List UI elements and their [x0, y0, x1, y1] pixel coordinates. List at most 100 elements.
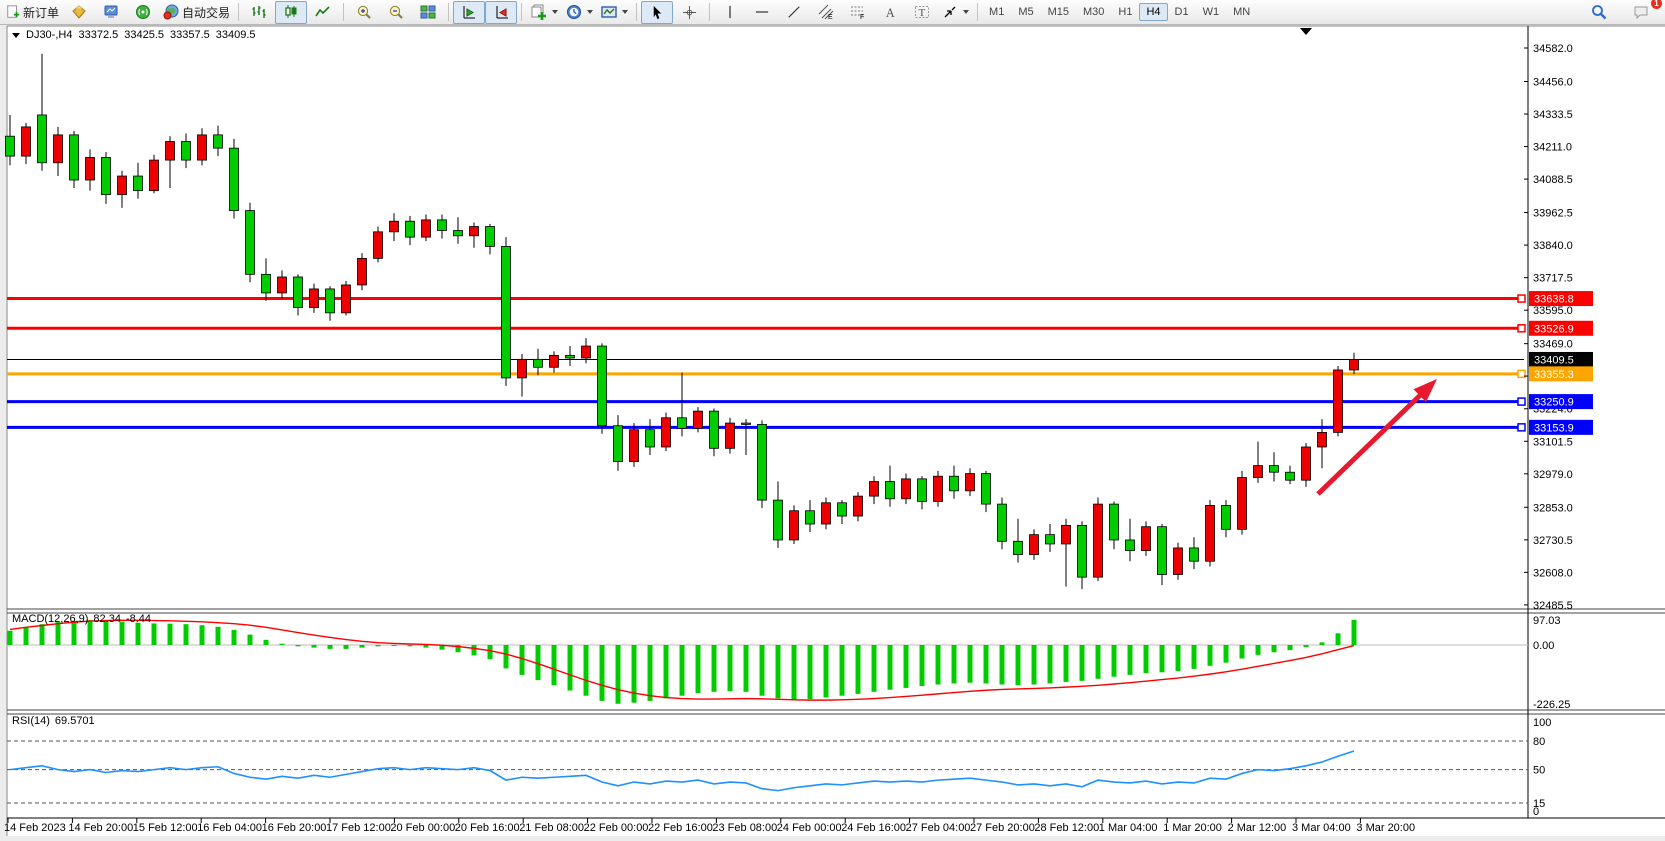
zoom-out-icon [389, 5, 403, 19]
svg-text:34456.0: 34456.0 [1533, 76, 1573, 88]
chevron-down-icon [963, 10, 970, 14]
text-label-button[interactable]: T [906, 1, 938, 24]
timeframe-button-M30[interactable]: M30 [1083, 6, 1105, 18]
svg-text:100: 100 [1533, 717, 1551, 729]
svg-text:15: 15 [1533, 798, 1545, 810]
svg-text:33101.5: 33101.5 [1533, 436, 1573, 448]
macd-main-value: 82.34 [93, 613, 121, 625]
macd-name: MACD(12,26,9) [12, 613, 89, 625]
market-watch-button[interactable] [95, 1, 127, 24]
svg-text:33595.0: 33595.0 [1533, 305, 1573, 317]
auto-scroll-button[interactable] [453, 0, 486, 24]
zoom-group [348, 0, 444, 25]
svg-text:14 Feb 20:00: 14 Feb 20:00 [68, 822, 133, 834]
auto-scroll-icon [463, 6, 476, 19]
toolbar-right-group: 1 [1583, 0, 1662, 24]
main-toolbar: 新订单 [0, 0, 1665, 25]
fibonacci-button[interactable]: F [842, 1, 874, 24]
tile-windows-button[interactable] [412, 1, 444, 24]
horizontal-line-icon [755, 11, 769, 13]
market-watch-icon [104, 5, 118, 18]
svg-text:24 Feb 00:00: 24 Feb 00:00 [777, 822, 842, 834]
svg-text:33638.8: 33638.8 [1534, 294, 1574, 306]
svg-text:80: 80 [1533, 736, 1545, 748]
chat-icon [1634, 6, 1647, 19]
timeframe-button-M1[interactable]: M1 [989, 6, 1005, 18]
signals-button[interactable] [127, 1, 159, 24]
svg-text:24 Feb 16:00: 24 Feb 16:00 [841, 822, 906, 834]
zoom-in-button[interactable] [348, 1, 380, 24]
vertical-line-button[interactable] [714, 1, 746, 24]
chart-shift-button[interactable] [485, 0, 518, 24]
svg-text:33153.9: 33153.9 [1534, 422, 1574, 434]
timeframe-button-H4[interactable]: H4 [1139, 3, 1168, 21]
timeframe-button-H1[interactable]: H1 [1118, 6, 1133, 18]
timeframe-button-W1[interactable]: W1 [1202, 6, 1220, 18]
svg-text:1 Mar 20:00: 1 Mar 20:00 [1163, 822, 1222, 834]
svg-text:20 Feb 16:00: 20 Feb 16:00 [455, 822, 520, 834]
auto-trading-label: 自动交易 [182, 5, 231, 20]
ohlc-low: 33357.5 [170, 29, 210, 41]
notifications-button[interactable]: 1 [1625, 0, 1662, 24]
trend-line-button[interactable] [778, 1, 810, 24]
macd-signal-value: -8.44 [125, 613, 152, 625]
svg-text:17 Feb 12:00: 17 Feb 12:00 [326, 822, 391, 834]
arrows-button[interactable] [938, 1, 973, 24]
cursor-group [641, 0, 705, 25]
symbol-period-label: DJ30-,H4 [26, 29, 73, 41]
objects-group: E F A T [714, 0, 973, 25]
text-button[interactable]: A [874, 1, 906, 24]
trade-group: 新订单 [2, 0, 234, 25]
svg-text:-226.25: -226.25 [1533, 699, 1570, 711]
templates-icon [601, 6, 617, 18]
candlestick-chart-icon [285, 5, 297, 18]
svg-text:34333.5: 34333.5 [1533, 109, 1573, 121]
crosshair-button[interactable] [673, 1, 705, 24]
timeframe-button-M5[interactable]: M5 [1018, 6, 1034, 18]
svg-text:33526.9: 33526.9 [1534, 323, 1574, 335]
bar-chart-button[interactable] [243, 1, 275, 24]
chart-shift-icon [496, 6, 509, 19]
svg-text:22 Feb 16:00: 22 Feb 16:00 [648, 822, 713, 834]
svg-text:0: 0 [1533, 806, 1539, 818]
svg-text:33717.5: 33717.5 [1533, 273, 1573, 285]
rsi-value: 69.5701 [54, 715, 95, 727]
svg-text:32730.5: 32730.5 [1533, 535, 1573, 547]
scroll-group [453, 0, 518, 25]
svg-text:97.03: 97.03 [1533, 615, 1561, 627]
cursor-icon [653, 5, 661, 19]
rsi-name: RSI(14) [12, 715, 50, 727]
svg-text:20 Feb 00:00: 20 Feb 00:00 [390, 822, 455, 834]
horizontal-line-button[interactable] [746, 1, 778, 24]
svg-text:0.00: 0.00 [1533, 640, 1554, 652]
new-order-button[interactable]: 新订单 [2, 1, 63, 24]
svg-text:34088.5: 34088.5 [1533, 174, 1573, 186]
svg-text:33409.5: 33409.5 [1534, 354, 1574, 366]
add-indicator-button[interactable] [526, 1, 562, 24]
timeframe-button-D1[interactable]: D1 [1174, 6, 1189, 18]
timeframe-button-MN[interactable]: MN [1233, 6, 1251, 18]
templates-button[interactable] [597, 1, 632, 24]
svg-text:33962.5: 33962.5 [1533, 208, 1573, 220]
svg-text:15 Feb 12:00: 15 Feb 12:00 [133, 822, 198, 834]
search-button[interactable] [1583, 1, 1615, 24]
toolbar-separator [343, 3, 345, 21]
equidistant-channel-button[interactable]: E [810, 1, 842, 24]
timeframe-button-M15[interactable]: M15 [1047, 6, 1069, 18]
symbol-dropdown-icon[interactable] [12, 32, 20, 38]
quotes-button[interactable] [63, 1, 95, 24]
periods-button[interactable] [562, 1, 597, 24]
chart-tools-group [526, 0, 632, 25]
line-chart-button[interactable] [307, 1, 339, 24]
svg-text:33469.0: 33469.0 [1533, 339, 1573, 351]
svg-text:E: E [828, 14, 833, 20]
zoom-out-button[interactable] [380, 1, 412, 24]
candlestick-chart-button[interactable] [275, 0, 308, 24]
svg-text:27 Feb 04:00: 27 Feb 04:00 [906, 822, 971, 834]
svg-text:34211.0: 34211.0 [1533, 142, 1572, 154]
svg-text:33250.9: 33250.9 [1534, 397, 1574, 409]
text-icon: A [885, 6, 894, 20]
auto-trading-button[interactable]: 自动交易 [159, 1, 234, 24]
cursor-button[interactable] [641, 0, 674, 24]
